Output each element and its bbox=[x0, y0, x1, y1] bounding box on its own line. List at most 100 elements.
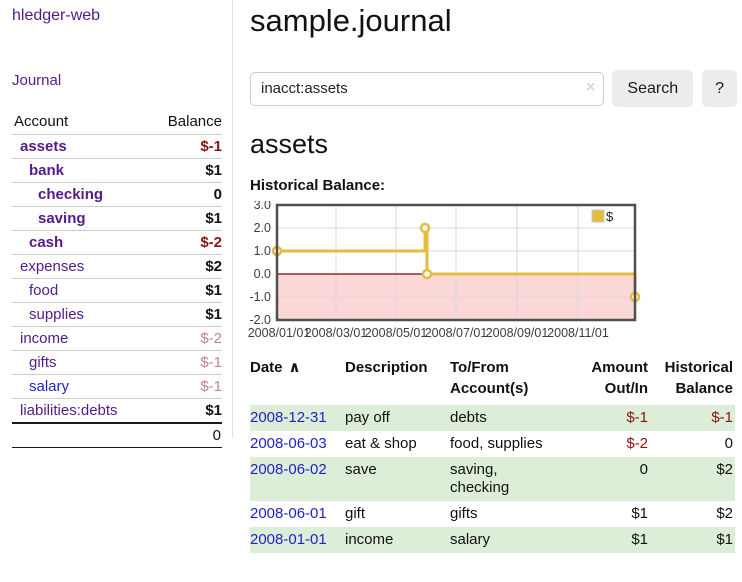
account-link-expenses[interactable]: expenses bbox=[20, 258, 85, 275]
account-heading: assets bbox=[250, 129, 329, 159]
accounts-total-value: 0 bbox=[212, 427, 221, 444]
accounts-balance-table: Account Balance assets $-1 bank $1 check… bbox=[12, 111, 222, 448]
register-row: 2008-06-01 gift gifts $1 $2 bbox=[250, 501, 735, 527]
description-header: Description bbox=[345, 359, 428, 376]
main-content: sample.journal × Search ? assets Histori… bbox=[248, 0, 737, 553]
transaction-description: pay off bbox=[345, 409, 390, 426]
chart-border bbox=[275, 203, 637, 322]
svg-text:3.0: 3.0 bbox=[254, 201, 271, 212]
account-link-supplies[interactable]: supplies bbox=[29, 306, 85, 323]
transaction-date-link[interactable]: 2008-01-01 bbox=[250, 531, 327, 548]
transaction-amount: 0 bbox=[639, 461, 648, 478]
transaction-amount: $1 bbox=[631, 531, 648, 548]
account-balance: $-2 bbox=[200, 234, 222, 251]
search-input-wrap: × bbox=[250, 71, 605, 106]
register-table: Date ∧ Description To/From Account(s) Amo… bbox=[250, 355, 735, 553]
transaction-date-link[interactable]: 2008-06-01 bbox=[250, 505, 327, 522]
account-balance: $1 bbox=[205, 282, 222, 299]
account-balance: $2 bbox=[205, 258, 222, 275]
svg-text:-1.0: -1.0 bbox=[249, 290, 271, 304]
transaction-accounts: gifts bbox=[450, 505, 478, 522]
svg-text:2008/01/01: 2008/01/01 bbox=[248, 326, 311, 340]
account-link-gifts[interactable]: gifts bbox=[29, 354, 57, 371]
nav-journal-link[interactable]: Journal bbox=[12, 72, 62, 89]
search-input[interactable] bbox=[250, 71, 605, 106]
register-row: 2008-06-02 save saving, checking 0 $2 bbox=[250, 457, 735, 501]
register-header-row: Date ∧ Description To/From Account(s) Amo… bbox=[250, 355, 735, 405]
chart-title: Historical Balance: bbox=[250, 177, 386, 194]
transaction-accounts: debts bbox=[450, 409, 487, 426]
transaction-description: income bbox=[345, 531, 394, 548]
account-row: supplies $1 bbox=[12, 302, 222, 326]
account-link-checking[interactable]: checking bbox=[38, 186, 104, 203]
svg-text:2008/09/01: 2008/09/01 bbox=[486, 326, 549, 340]
account-link-food[interactable]: food bbox=[29, 282, 59, 299]
account-link-assets[interactable]: assets bbox=[20, 138, 67, 155]
account-column-header: Account bbox=[14, 113, 69, 130]
account-row: saving $1 bbox=[12, 206, 222, 230]
account-balance: $-2 bbox=[200, 330, 222, 347]
transaction-balance: $1 bbox=[716, 531, 733, 548]
transaction-description: save bbox=[345, 461, 377, 478]
transaction-date-link[interactable]: 2008-06-03 bbox=[250, 435, 327, 452]
account-balance: $1 bbox=[205, 306, 222, 323]
search-button[interactable]: Search bbox=[612, 70, 694, 107]
date-header-label: Date bbox=[250, 359, 283, 376]
transaction-accounts: saving, checking bbox=[450, 461, 510, 496]
transaction-amount: $-1 bbox=[626, 409, 648, 426]
transaction-amount: $1 bbox=[631, 505, 648, 522]
legend-swatch bbox=[591, 209, 605, 223]
account-row: checking 0 bbox=[12, 182, 222, 206]
transaction-balance: $2 bbox=[716, 461, 733, 478]
transaction-balance: $-1 bbox=[711, 409, 733, 426]
page-title: sample.journal bbox=[250, 3, 452, 38]
transaction-date-link[interactable]: 2008-06-02 bbox=[250, 461, 327, 478]
account-link-bank[interactable]: bank bbox=[29, 162, 65, 179]
account-row: gifts $-1 bbox=[12, 350, 222, 374]
account-balance: $-1 bbox=[200, 354, 222, 371]
account-link-income[interactable]: income bbox=[20, 330, 69, 347]
transaction-description: eat & shop bbox=[345, 435, 417, 452]
legend-label: $ bbox=[606, 209, 614, 224]
amount-header: Amount Out/In bbox=[591, 359, 648, 397]
clear-search-icon[interactable]: × bbox=[586, 78, 596, 96]
account-row: expenses $2 bbox=[12, 254, 222, 278]
svg-text:2008/07/01: 2008/07/01 bbox=[425, 326, 488, 340]
help-button[interactable]: ? bbox=[702, 70, 737, 107]
chart-y-axis-labels: 3.0 2.0 1.0 0.0 -1.0 -2.0 bbox=[249, 201, 271, 327]
register-row: 2008-12-31 pay off debts $-1 $-1 bbox=[250, 405, 735, 431]
transaction-amount: $-2 bbox=[626, 435, 648, 452]
transaction-balance: $2 bbox=[716, 505, 733, 522]
chart-legend: $ bbox=[591, 209, 614, 224]
account-row: assets $-1 bbox=[12, 134, 222, 158]
balance-header: Historical Balance bbox=[664, 359, 733, 397]
svg-text:2008/11/01: 2008/11/01 bbox=[547, 326, 609, 340]
svg-text:2008/05/01: 2008/05/01 bbox=[365, 326, 428, 340]
transaction-date-link[interactable]: 2008-12-31 bbox=[250, 409, 327, 426]
transaction-accounts: salary bbox=[450, 531, 491, 548]
account-link-cash[interactable]: cash bbox=[29, 234, 64, 251]
balance-column-header: Balance bbox=[167, 113, 222, 130]
svg-text:1.0: 1.0 bbox=[254, 244, 271, 258]
svg-text:-2.0: -2.0 bbox=[249, 313, 271, 327]
register-row: 2008-01-01 income salary $1 $1 bbox=[250, 527, 735, 553]
date-sort-header[interactable]: Date ∧ bbox=[250, 355, 345, 405]
account-link-saving[interactable]: saving bbox=[38, 210, 86, 227]
account-balance: $-1 bbox=[200, 138, 222, 155]
account-row: bank $1 bbox=[12, 158, 222, 182]
account-balance: $1 bbox=[205, 162, 222, 179]
account-row: income $-2 bbox=[12, 326, 222, 350]
account-row: food $1 bbox=[12, 278, 222, 302]
account-link-salary[interactable]: salary bbox=[29, 378, 70, 395]
app-brand-link[interactable]: hledger-web bbox=[12, 7, 101, 24]
chart-x-axis-labels: 2008/01/01 2008/03/01 2008/05/01 2008/07… bbox=[248, 326, 609, 340]
svg-text:2008/03/01: 2008/03/01 bbox=[305, 326, 368, 340]
search-form: × Search ? bbox=[250, 70, 737, 107]
svg-text:2.0: 2.0 bbox=[254, 221, 271, 235]
historical-balance-chart: $ 3.0 2.0 1.0 0.0 -1.0 -2.0 2008/01/01 2… bbox=[248, 201, 641, 340]
account-row: salary $-1 bbox=[12, 374, 222, 398]
svg-text:0.0: 0.0 bbox=[254, 267, 271, 281]
sort-ascending-icon: ∧ bbox=[288, 359, 301, 376]
account-row: cash $-2 bbox=[12, 230, 222, 254]
account-link-liabilities-debts[interactable]: liabilities:debts bbox=[20, 402, 118, 419]
